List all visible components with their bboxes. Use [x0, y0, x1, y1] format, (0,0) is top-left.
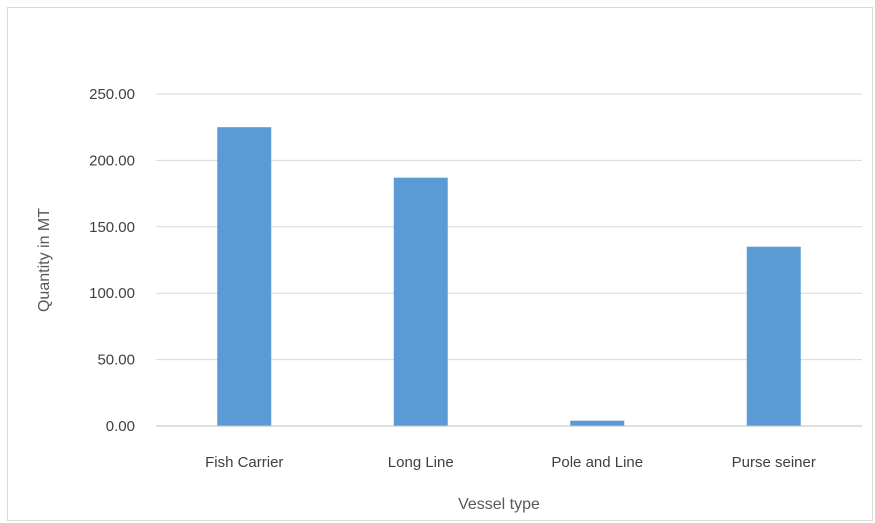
x-tick-label: Fish Carrier — [205, 454, 283, 471]
bar-pole-and-line — [570, 420, 625, 426]
bar-purse-seiner — [746, 246, 801, 426]
x-axis-title: Vessel type — [458, 496, 540, 513]
y-tick-label: 200.00 — [89, 152, 135, 169]
x-tick-label: Pole and Line — [551, 454, 643, 471]
bars — [217, 127, 801, 426]
x-tick-label: Purse seiner — [732, 454, 816, 471]
tick-labels: 0.00 50.00 100.00 150.00 200.00 250.00 Fish Ca… — [89, 86, 816, 471]
y-axis-title: Quantity in MT — [36, 208, 53, 312]
y-tick-label: 50.00 — [97, 352, 135, 369]
gridlines — [156, 93, 862, 361]
bar-long-line — [393, 177, 448, 426]
x-tick-label: Long Line — [388, 454, 454, 471]
y-tick-label: 150.00 — [89, 219, 135, 236]
y-tick-label: 100.00 — [89, 285, 135, 302]
y-tick-label: 0.00 — [106, 418, 135, 435]
y-tick-label: 250.00 — [89, 86, 135, 103]
bar-fish-carrier — [217, 127, 272, 426]
